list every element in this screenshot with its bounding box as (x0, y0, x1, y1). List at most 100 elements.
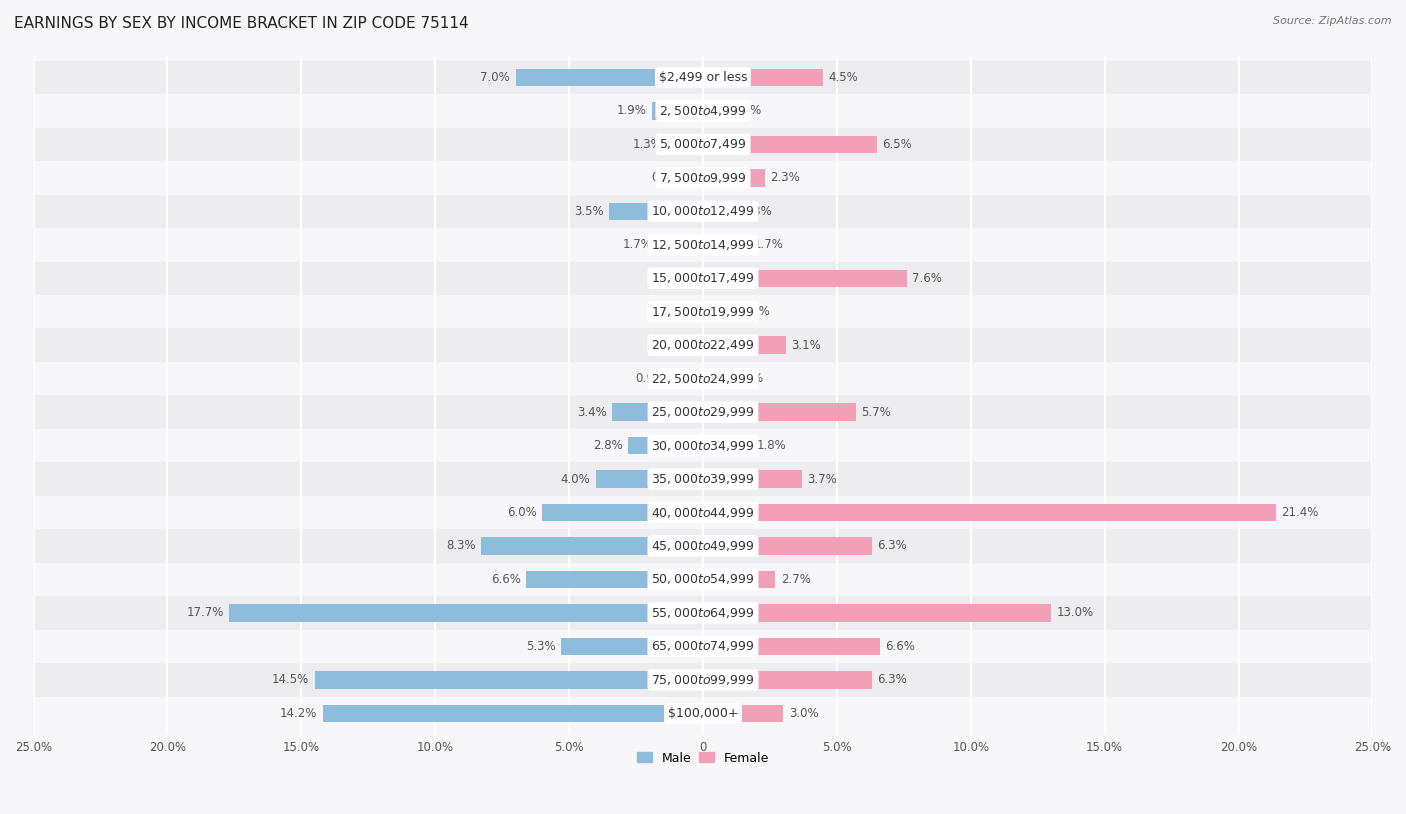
Bar (703, 637, 880, 655)
Text: $5,000 to $7,499: $5,000 to $7,499 (659, 138, 747, 151)
Bar (678, 370, 703, 387)
Bar (526, 571, 703, 589)
Bar (693, 303, 703, 321)
Bar (703, 269, 907, 287)
Text: $7,500 to $9,999: $7,500 to $9,999 (659, 171, 747, 185)
Text: 13.0%: 13.0% (1056, 606, 1094, 619)
Bar (34, 329, 1372, 362)
Bar (596, 470, 703, 488)
Bar (34, 94, 1372, 128)
Bar (34, 562, 1372, 596)
Text: $35,000 to $39,999: $35,000 to $39,999 (651, 472, 755, 486)
Bar (34, 228, 1372, 261)
Bar (703, 136, 877, 153)
Bar (703, 604, 1052, 622)
Text: 3.1%: 3.1% (792, 339, 821, 352)
Text: $25,000 to $29,999: $25,000 to $29,999 (651, 405, 755, 419)
Bar (481, 537, 703, 554)
Text: 21.4%: 21.4% (1281, 506, 1319, 519)
Text: 6.3%: 6.3% (877, 673, 907, 686)
Bar (543, 504, 703, 521)
Text: 1.7%: 1.7% (623, 239, 652, 252)
Bar (34, 429, 1372, 462)
Bar (34, 630, 1372, 663)
Text: 0.34%: 0.34% (651, 172, 689, 184)
Bar (609, 203, 703, 220)
Text: 0.61%: 0.61% (724, 104, 762, 117)
Text: 1.8%: 1.8% (756, 439, 786, 452)
Text: $10,000 to $12,499: $10,000 to $12,499 (651, 204, 755, 218)
Bar (695, 169, 703, 186)
Text: 3.5%: 3.5% (574, 205, 605, 218)
Text: 0.29%: 0.29% (652, 339, 690, 352)
Text: 1.9%: 1.9% (617, 104, 647, 117)
Text: $65,000 to $74,999: $65,000 to $74,999 (651, 639, 755, 654)
Text: 14.2%: 14.2% (280, 707, 318, 720)
Text: $100,000+: $100,000+ (668, 707, 738, 720)
Bar (315, 672, 703, 689)
Text: 5.3%: 5.3% (526, 640, 555, 653)
Text: 4.0%: 4.0% (561, 473, 591, 486)
Bar (703, 537, 872, 554)
Bar (34, 295, 1372, 329)
Bar (658, 236, 703, 253)
Text: EARNINGS BY SEX BY INCOME BRACKET IN ZIP CODE 75114: EARNINGS BY SEX BY INCOME BRACKET IN ZIP… (14, 16, 468, 31)
Bar (229, 604, 703, 622)
Bar (703, 169, 765, 186)
Bar (34, 161, 1372, 195)
Bar (561, 637, 703, 655)
Bar (612, 404, 703, 421)
Bar (703, 672, 872, 689)
Text: 6.5%: 6.5% (883, 138, 912, 151)
Bar (703, 68, 824, 86)
Text: $55,000 to $64,999: $55,000 to $64,999 (651, 606, 755, 620)
Text: $30,000 to $34,999: $30,000 to $34,999 (651, 439, 755, 453)
Text: 2.7%: 2.7% (780, 573, 810, 586)
Text: 0.39%: 0.39% (650, 305, 688, 318)
Text: $45,000 to $49,999: $45,000 to $49,999 (651, 539, 755, 553)
Text: $20,000 to $22,499: $20,000 to $22,499 (651, 338, 755, 352)
Bar (34, 195, 1372, 228)
Text: 5.7%: 5.7% (860, 405, 891, 418)
Bar (34, 462, 1372, 496)
Text: 8.3%: 8.3% (446, 540, 475, 553)
Bar (695, 336, 703, 354)
Bar (516, 68, 703, 86)
Text: 1.7%: 1.7% (754, 239, 783, 252)
Bar (34, 396, 1372, 429)
Bar (34, 362, 1372, 396)
Bar (628, 437, 703, 454)
Bar (703, 571, 775, 589)
Bar (703, 437, 751, 454)
Text: $2,499 or less: $2,499 or less (659, 71, 747, 84)
Text: 17.7%: 17.7% (187, 606, 224, 619)
Text: 1.3%: 1.3% (633, 138, 662, 151)
Text: 7.0%: 7.0% (481, 71, 510, 84)
Bar (34, 596, 1372, 630)
Bar (34, 697, 1372, 730)
Bar (703, 705, 783, 722)
Text: 0.0%: 0.0% (668, 272, 697, 285)
Text: $15,000 to $17,499: $15,000 to $17,499 (651, 271, 755, 285)
Text: 3.7%: 3.7% (807, 473, 837, 486)
Bar (34, 128, 1372, 161)
Text: 14.5%: 14.5% (273, 673, 309, 686)
Text: 1.2%: 1.2% (741, 305, 770, 318)
Text: 0.68%: 0.68% (727, 372, 763, 385)
Bar (703, 236, 748, 253)
Bar (668, 136, 703, 153)
Text: $12,500 to $14,999: $12,500 to $14,999 (651, 238, 755, 252)
Text: 3.0%: 3.0% (789, 707, 818, 720)
Bar (703, 303, 735, 321)
Text: Source: ZipAtlas.com: Source: ZipAtlas.com (1274, 16, 1392, 26)
Bar (34, 261, 1372, 295)
Text: 6.0%: 6.0% (508, 506, 537, 519)
Text: $17,500 to $19,999: $17,500 to $19,999 (651, 304, 755, 319)
Text: 6.6%: 6.6% (886, 640, 915, 653)
Text: 6.3%: 6.3% (877, 540, 907, 553)
Text: $22,500 to $24,999: $22,500 to $24,999 (651, 372, 755, 386)
Text: $40,000 to $44,999: $40,000 to $44,999 (651, 505, 755, 519)
Bar (34, 529, 1372, 562)
Text: $2,500 to $4,999: $2,500 to $4,999 (659, 104, 747, 118)
Bar (703, 336, 786, 354)
